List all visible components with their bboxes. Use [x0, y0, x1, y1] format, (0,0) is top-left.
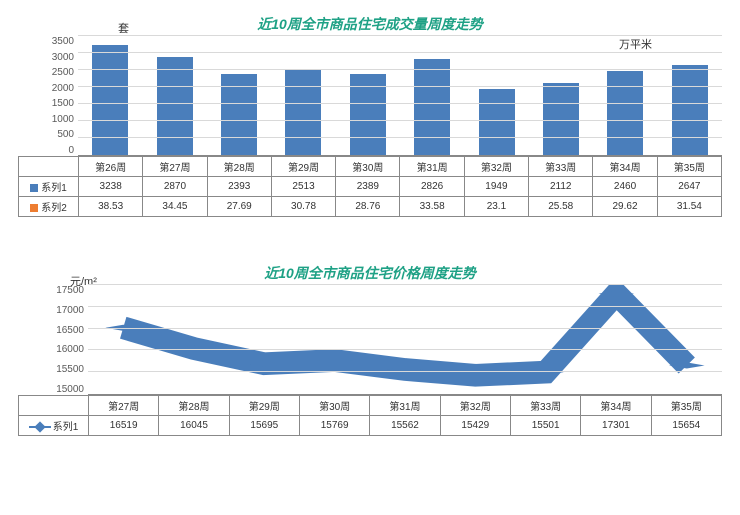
chart1-y-tick: 3500: [52, 36, 74, 47]
chart2-cell: 15501: [510, 416, 580, 436]
chart2-cell: 17301: [581, 416, 651, 436]
chart2-category-header: 第29周: [229, 396, 299, 416]
chart1-cell: 23.1: [464, 197, 528, 217]
chart1-y-axis: 3500 3000 2500 2000 1500 1000 500 0: [18, 36, 78, 156]
chart1-category-header: 第31周: [400, 157, 464, 177]
chart1-y-tick: 2500: [52, 67, 74, 78]
chart1-cell: 2826: [400, 177, 464, 197]
chart1-cell: 2393: [207, 177, 271, 197]
chart2-y-axis: 17500 17000 16500 16000 15500 15000: [18, 285, 88, 395]
chart1-bar: [414, 59, 450, 155]
chart1-bar: [157, 57, 193, 155]
chart1-cell: 25.58: [529, 197, 593, 217]
chart1-cell: 2112: [529, 177, 593, 197]
chart1-category-header: 第27周: [143, 157, 207, 177]
chart1-cell: 2513: [271, 177, 335, 197]
chart2-cell: 15562: [370, 416, 440, 436]
chart2-cell: 15654: [651, 416, 721, 436]
chart2-cell: 15695: [229, 416, 299, 436]
chart1-category-header: 第30周: [336, 157, 400, 177]
chart1-y-tick: 3000: [52, 52, 74, 63]
chart1-category-header: 第29周: [271, 157, 335, 177]
chart1-cell: 3238: [79, 177, 143, 197]
chart1-cell: 28.76: [336, 197, 400, 217]
chart2-data-table: 第27周第28周第29周第30周第31周第32周第33周第34周第35周系列11…: [18, 395, 722, 436]
chart1-cell: 27.69: [207, 197, 271, 217]
chart1-bar: [92, 45, 128, 155]
volume-chart: 近10周全市商品住宅成交量周度走势 套 万平米 3500300025002000…: [18, 14, 722, 217]
legend-swatch-icon: [30, 184, 38, 192]
chart2-category-header: 第27周: [89, 396, 159, 416]
chart2-category-header: 第34周: [581, 396, 651, 416]
chart1-cell: 38.53: [79, 197, 143, 217]
chart1-legend-cell: 系列1: [19, 177, 79, 197]
price-chart: 近10周全市商品住宅价格周度走势 元/m² 175001700016500160…: [18, 263, 722, 436]
chart2-y-tick: 17500: [56, 285, 84, 296]
chart2-cell: 15429: [440, 416, 510, 436]
chart1-cell: 31.54: [657, 197, 721, 217]
chart2-y-tick: 15000: [56, 384, 84, 395]
chart1-bar: [285, 70, 321, 155]
chart1-cell: 2389: [336, 177, 400, 197]
chart1-y-tick: 500: [57, 129, 74, 140]
chart2-y-tick: 16000: [56, 344, 84, 355]
chart1-bar: [672, 65, 708, 155]
chart2-category-header: 第30周: [299, 396, 369, 416]
chart2-y-tick: 15500: [56, 364, 84, 375]
chart2-category-header: 第31周: [370, 396, 440, 416]
chart1-y-tick: 1000: [52, 114, 74, 125]
chart1-cell: 2870: [143, 177, 207, 197]
chart2-plot: [88, 285, 722, 395]
chart1-category-header: 第32周: [464, 157, 528, 177]
chart1-category-header: 第34周: [593, 157, 657, 177]
chart2-cell: 16045: [159, 416, 229, 436]
chart1-bar: [607, 71, 643, 155]
chart1-bar: [479, 89, 515, 155]
chart1-category-header: 第26周: [79, 157, 143, 177]
chart1-category-header: 第28周: [207, 157, 271, 177]
chart2-category-header: 第35周: [651, 396, 721, 416]
chart1-category-header: 第35周: [657, 157, 721, 177]
chart1-plot: [78, 36, 722, 156]
chart1-cell: 2460: [593, 177, 657, 197]
chart1-category-header: 第33周: [529, 157, 593, 177]
line-marker-icon: [29, 422, 51, 432]
chart2-category-header: 第28周: [159, 396, 229, 416]
chart2-title: 近10周全市商品住宅价格周度走势: [18, 263, 722, 283]
chart1-legend-cell: 系列2: [19, 197, 79, 217]
chart2-legend-cell: 系列1: [19, 416, 89, 436]
chart1-cell: 29.62: [593, 197, 657, 217]
chart1-data-table: 第26周第27周第28周第29周第30周第31周第32周第33周第34周第35周…: [18, 156, 722, 217]
chart2-y-tick: 16500: [56, 325, 84, 336]
chart2-y-tick: 17000: [56, 305, 84, 316]
chart1-cell: 34.45: [143, 197, 207, 217]
chart2-category-header: 第32周: [440, 396, 510, 416]
chart1-cell: 30.78: [271, 197, 335, 217]
chart1-unit-left: 套: [118, 20, 129, 36]
chart1-y-tick: 0: [68, 145, 74, 156]
chart1-cell: 2647: [657, 177, 721, 197]
chart2-cell: 16519: [89, 416, 159, 436]
chart2-cell: 15769: [299, 416, 369, 436]
chart2-category-header: 第33周: [510, 396, 580, 416]
legend-swatch-icon: [30, 204, 38, 212]
chart1-cell: 1949: [464, 177, 528, 197]
chart1-cell: 33.58: [400, 197, 464, 217]
chart1-y-tick: 2000: [52, 83, 74, 94]
chart1-y-tick: 1500: [52, 98, 74, 109]
